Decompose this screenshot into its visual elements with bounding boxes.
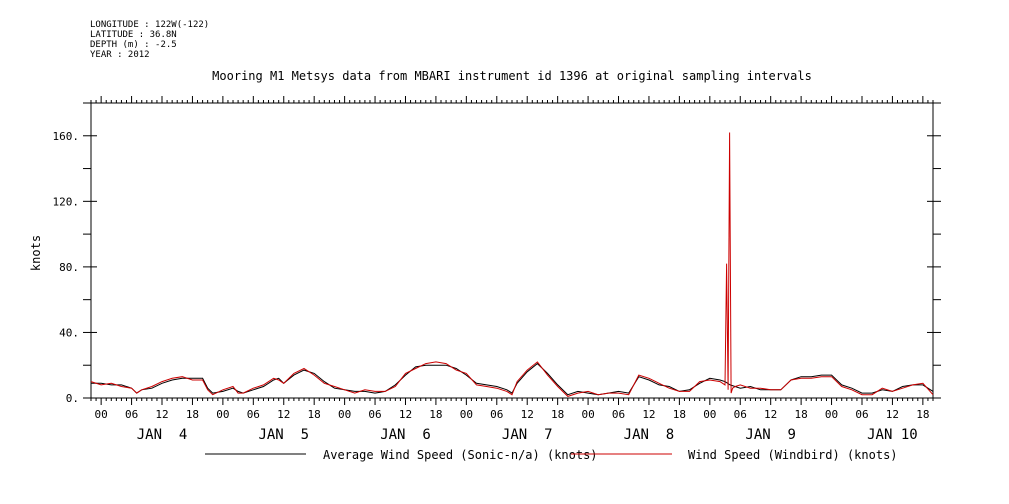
y-tick-label: 80. bbox=[59, 261, 79, 274]
x-tick-label: 18 bbox=[186, 408, 199, 421]
plot-frame bbox=[90, 102, 934, 399]
x-tick-label: 00 bbox=[825, 408, 838, 421]
x-tick-label: 12 bbox=[155, 408, 168, 421]
metadata-block: LONGITUDE : 122W(-122) LATITUDE : 36.8N … bbox=[90, 20, 209, 60]
x-tick-label: 18 bbox=[551, 408, 564, 421]
x-tick-label: 06 bbox=[855, 408, 868, 421]
x-tick-label: 06 bbox=[612, 408, 625, 421]
series-line-windbird bbox=[90, 132, 934, 397]
x-tick-label: 12 bbox=[764, 408, 777, 421]
x-day-label: JAN 9 bbox=[745, 427, 796, 443]
chart-title: Mooring M1 Metsys data from MBARI instru… bbox=[212, 69, 812, 83]
legend-label-average: Average Wind Speed (Sonic-n/a) (knots) bbox=[323, 448, 598, 462]
x-tick-label: 12 bbox=[886, 408, 899, 421]
meta-longitude: LONGITUDE : 122W(-122) bbox=[90, 20, 210, 30]
x-tick-label: 18 bbox=[794, 408, 807, 421]
x-day-label: JAN 10 bbox=[867, 427, 918, 443]
y-tick-label: 40. bbox=[59, 326, 79, 339]
x-tick-label: 00 bbox=[581, 408, 594, 421]
x-tick-label: 06 bbox=[368, 408, 381, 421]
x-day-label: JAN 5 bbox=[258, 427, 309, 443]
x-day-label: JAN 7 bbox=[502, 427, 553, 443]
x-tick-label: 00 bbox=[216, 408, 229, 421]
x-tick-label: 18 bbox=[308, 408, 321, 421]
x-tick-label: 12 bbox=[277, 408, 290, 421]
x-tick-label: 00 bbox=[460, 408, 473, 421]
x-tick-label: 00 bbox=[338, 408, 351, 421]
x-tick-label: 18 bbox=[916, 408, 929, 421]
x-day-label: JAN 4 bbox=[137, 427, 188, 443]
x-day-label: JAN 8 bbox=[624, 427, 675, 443]
x-tick-label: 12 bbox=[521, 408, 534, 421]
x-tick-label: 06 bbox=[247, 408, 260, 421]
x-tick-label: 06 bbox=[125, 408, 138, 421]
x-tick-label: 12 bbox=[642, 408, 655, 421]
x-tick-label: 06 bbox=[490, 408, 503, 421]
series-line-average bbox=[91, 362, 934, 396]
meta-depth: DEPTH (m) : -2.5 bbox=[90, 40, 177, 50]
meta-latitude: LATITUDE : 36.8N bbox=[90, 30, 177, 40]
x-tick-label: 18 bbox=[429, 408, 442, 421]
legend-label-windbird: Wind Speed (Windbird) (knots) bbox=[688, 448, 898, 462]
x-tick-label: 06 bbox=[734, 408, 747, 421]
x-tick-label: 00 bbox=[95, 408, 108, 421]
y-axis-label: knots bbox=[29, 235, 43, 271]
meta-year: YEAR : 2012 bbox=[90, 50, 150, 60]
x-tick-label: 18 bbox=[673, 408, 686, 421]
y-tick-label: 160. bbox=[53, 130, 80, 143]
x-tick-label: 12 bbox=[399, 408, 412, 421]
x-tick-label: 00 bbox=[703, 408, 716, 421]
y-tick-label: 120. bbox=[53, 195, 80, 208]
x-day-label: JAN 6 bbox=[380, 427, 431, 443]
y-tick-label: 0. bbox=[66, 392, 79, 405]
